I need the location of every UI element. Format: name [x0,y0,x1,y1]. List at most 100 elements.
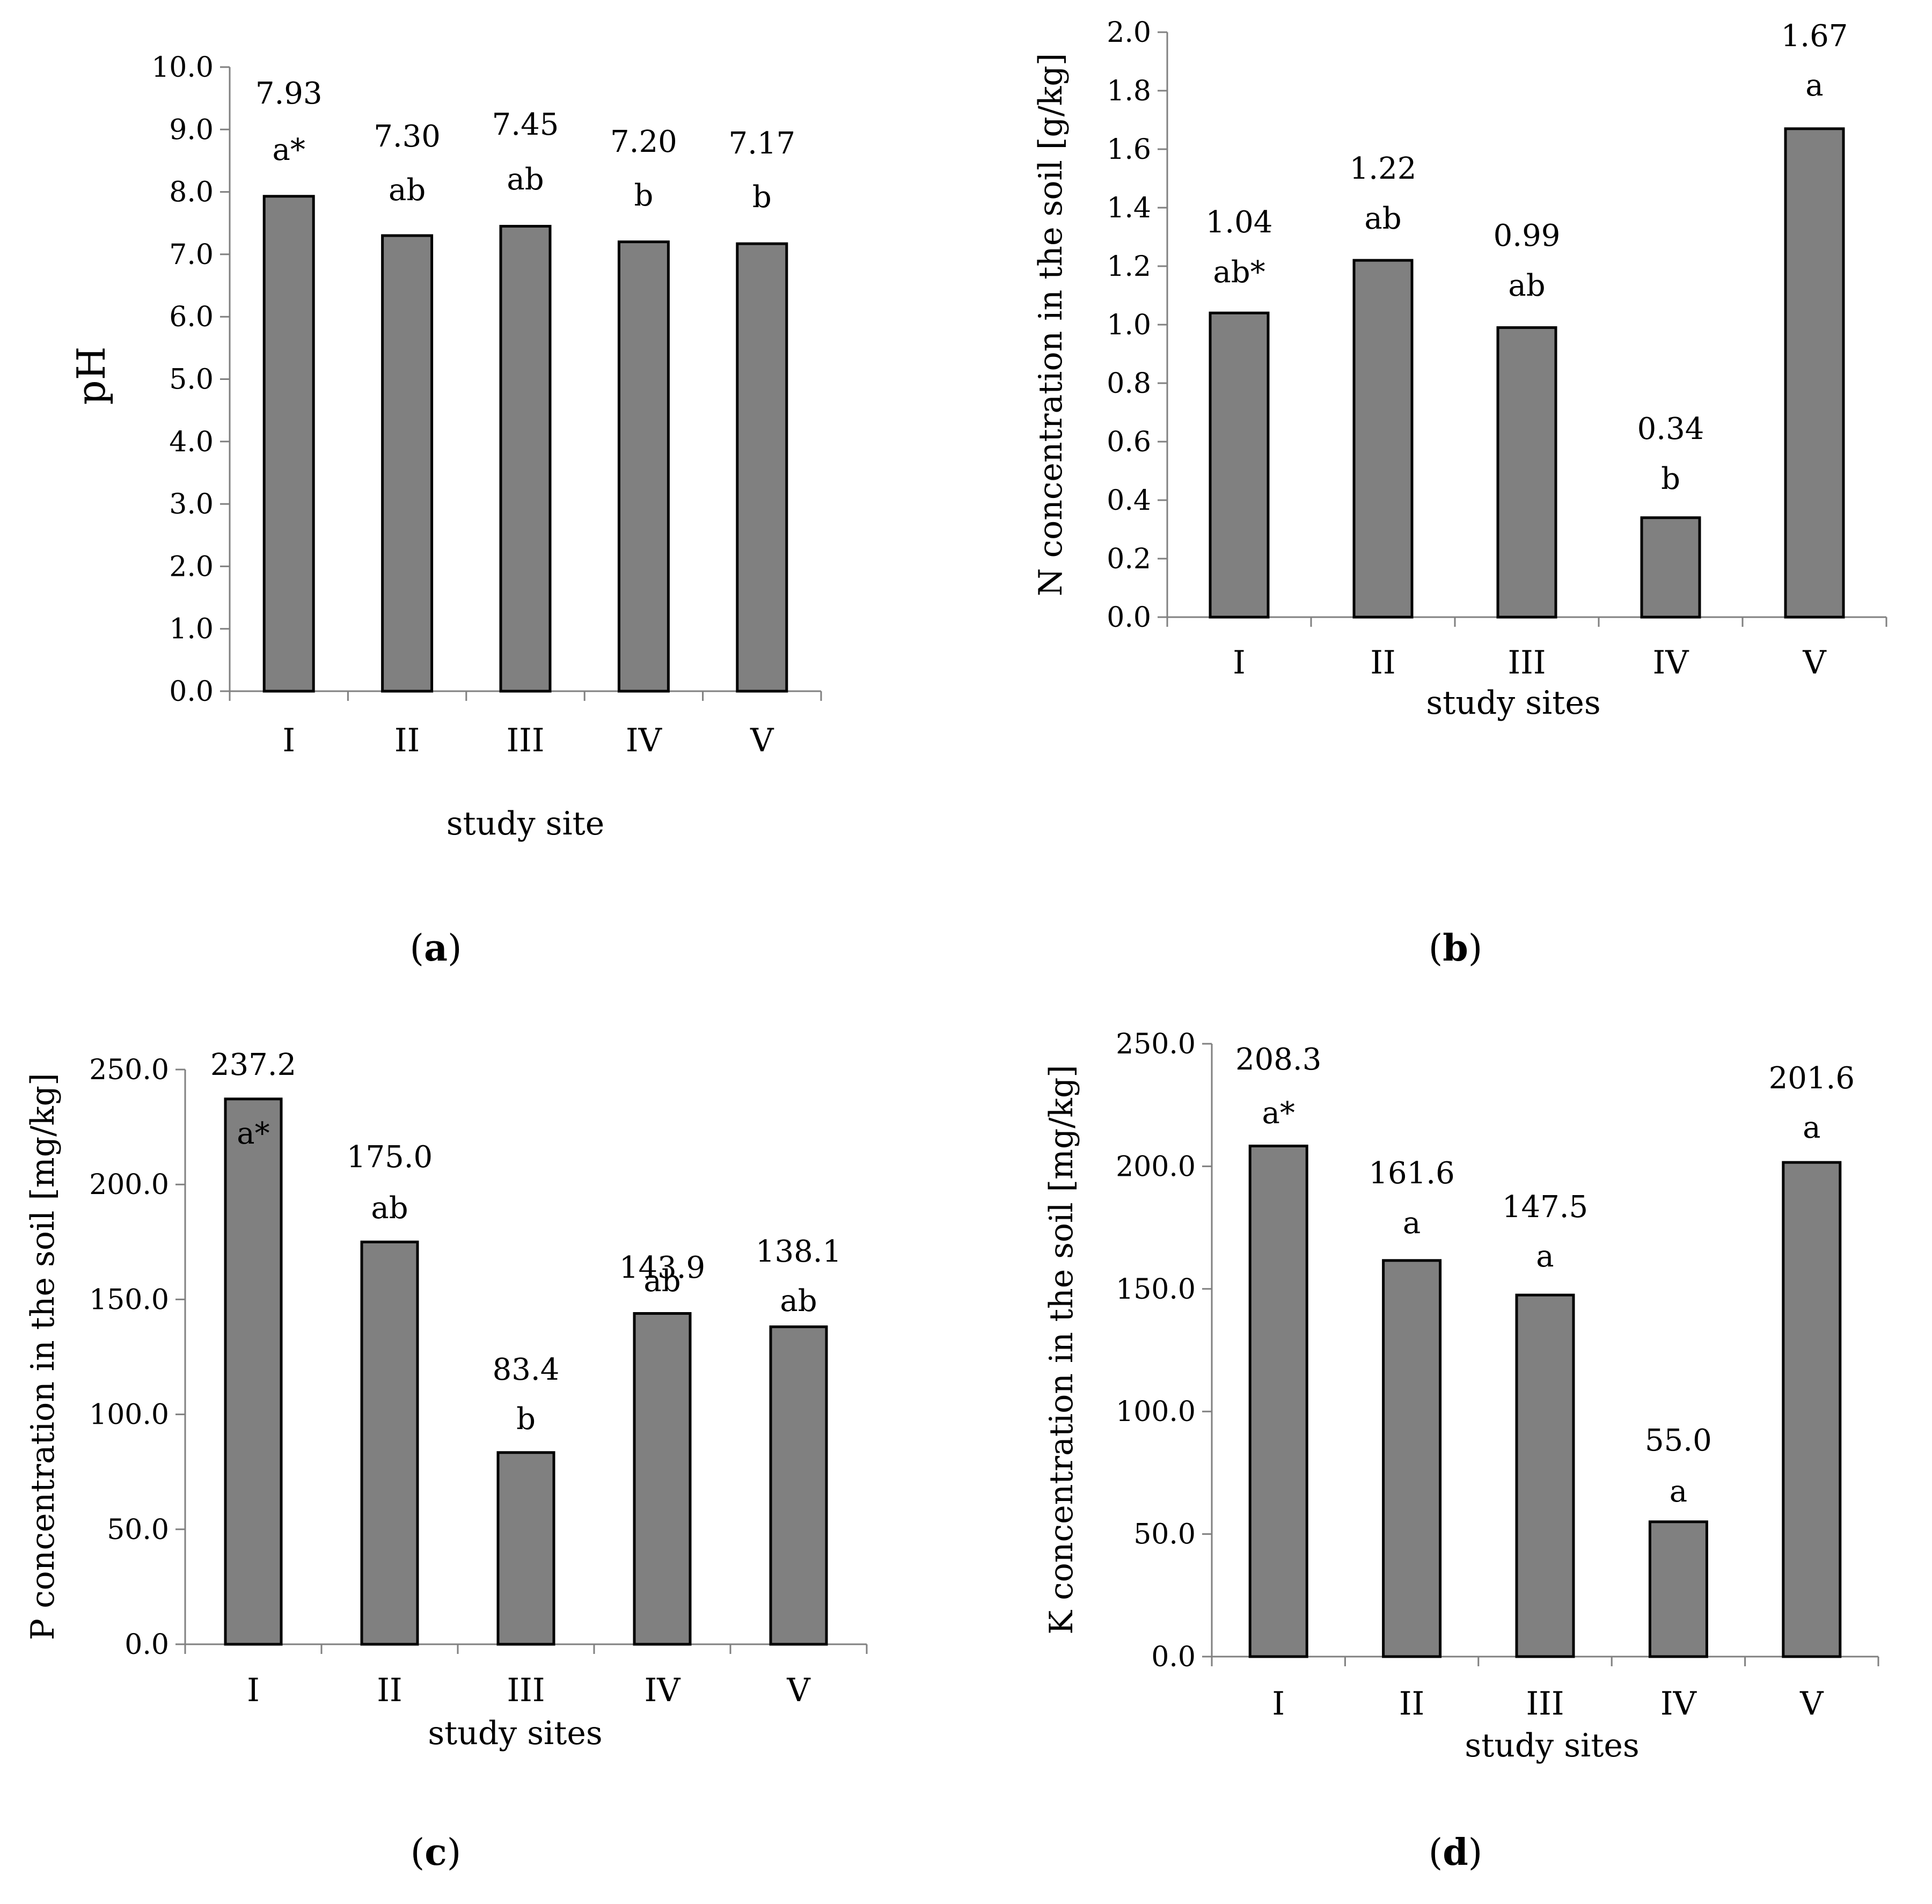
x-tick-label: II [377,1672,402,1709]
significance-letter: ab [1508,268,1545,303]
bar-V [1782,1161,1842,1658]
y-axis-title: K concentration in the soil [mg/kg] [1043,1065,1080,1634]
y-axis-title: pH [69,347,114,405]
data-label: 1.67 [1781,19,1848,54]
bar-II [360,1240,419,1646]
significance-letter: ab [371,1191,408,1226]
panel-caption: (d) [1429,1831,1483,1874]
y-tick-label: 9.0 [169,114,214,146]
data-label: 138.1 [756,1234,841,1269]
x-tick-label: I [247,1672,260,1709]
x-tick-label: V [750,722,774,759]
y-tick-label: 0.0 [125,1629,169,1661]
x-tick-label: I [282,722,295,759]
data-label: 161.6 [1368,1156,1454,1191]
y-tick-label: 150.0 [89,1284,169,1316]
panel-caption: (b) [1429,927,1483,970]
significance-letter: a [1670,1474,1687,1509]
bar-I [262,195,315,693]
bar-I [1248,1144,1308,1658]
bar-V [769,1325,828,1646]
x-tick-label: III [1507,644,1546,682]
x-axis-title: study sites [1426,684,1600,722]
data-label: 7.17 [728,126,795,161]
x-tick-label: III [507,1672,545,1709]
y-tick-label: 2.0 [1107,17,1151,49]
data-label: 0.99 [1494,218,1561,253]
data-label: 237.2 [210,1048,296,1082]
x-tick-label: II [394,722,420,759]
y-tick-label: 7.0 [169,239,214,271]
y-tick-label: 50.0 [107,1514,169,1546]
y-tick-label: 5.0 [169,364,214,396]
caption-letter: b [1443,927,1468,970]
significance-letter: ab* [1213,255,1265,290]
y-tick-label: 100.0 [1116,1396,1196,1428]
caption-open-paren: ( [1429,927,1443,970]
y-tick-label: 1.8 [1107,75,1151,107]
bar-IV [1648,1520,1708,1658]
caption-close-paren: ) [1468,927,1483,970]
data-label: 83.4 [493,1352,560,1387]
y-tick-label: 1.0 [1107,309,1151,341]
x-axis-title: study site [447,805,605,843]
data-label: 201.6 [1769,1061,1855,1096]
bar-III [1515,1293,1575,1658]
significance-letter: a* [1262,1096,1295,1131]
panel-caption: (a) [409,927,462,970]
significance-letter: a* [237,1116,269,1151]
y-tick-label: 1.0 [169,613,214,646]
x-tick-label: V [786,1672,811,1709]
bar-IV [617,240,670,693]
data-label: 1.22 [1350,151,1417,186]
panel-a-ph-chart: 0.0 1.0 2.0 3.0 4.0 5.0 6.0 7.0 8.0 9.0 10.0 I 7.93 a… [69,52,822,970]
significance-letter: ab [507,162,544,197]
significance-letter: b [516,1402,536,1437]
y-tick-label: 200.0 [1116,1151,1196,1183]
bar-I [224,1097,283,1646]
significance-letter: a [1536,1239,1554,1274]
y-tick-label: 0.0 [1107,602,1151,634]
x-axis-title: study sites [428,1715,602,1752]
x-tick-label: I [1272,1685,1285,1723]
y-axis-title: N concentration in the soil [g/kg] [1032,53,1070,596]
y-tick-label: 250.0 [89,1054,169,1086]
bar-V [1784,127,1845,619]
significance-letter: a [1403,1206,1421,1241]
bar-IV [633,1312,692,1646]
panel-caption: (c) [411,1831,461,1874]
bar-I [1209,311,1270,619]
x-axis-title: study sites [1465,1727,1639,1764]
significance-letter: ab [1364,201,1401,236]
data-label: 143.9 [619,1250,705,1285]
x-tick-label: IV [644,1672,681,1709]
bar-III [1496,326,1557,619]
data-label: 55.0 [1645,1423,1712,1458]
y-tick-label: 0.4 [1107,485,1151,517]
significance-letter: ab [643,1264,680,1299]
caption-open-paren: ( [409,927,424,970]
y-tick-label: 0.0 [169,676,214,708]
caption-close-paren: ) [448,927,462,970]
data-label: 147.5 [1502,1190,1588,1225]
significance-letter: b [634,178,653,213]
data-label: 7.20 [610,125,677,159]
data-label: 7.30 [374,119,441,154]
data-label: 208.3 [1235,1042,1321,1077]
significance-letter: a [1803,1110,1820,1145]
y-tick-label: 3.0 [169,488,214,521]
panel-c-phosphorus-chart: 0.0 50.0 100.0 150.0 200.0 250.0 I 237.2 a* II 175… [24,1048,868,1874]
y-tick-label: 250.0 [1116,1028,1196,1060]
y-tick-label: 4.0 [169,426,214,458]
data-label: 1.04 [1206,205,1273,240]
bar-II [1352,259,1414,619]
y-tick-label: 0.2 [1107,543,1151,575]
bar-II [381,234,434,693]
y-tick-label: 8.0 [169,177,214,209]
x-tick-label: II [1370,644,1395,682]
significance-letter: b [1661,462,1680,496]
caption-close-paren: ) [1468,1832,1483,1874]
x-tick-label: IV [1660,1685,1697,1723]
y-tick-label: 200.0 [89,1169,169,1201]
significance-letter: b [752,180,772,215]
